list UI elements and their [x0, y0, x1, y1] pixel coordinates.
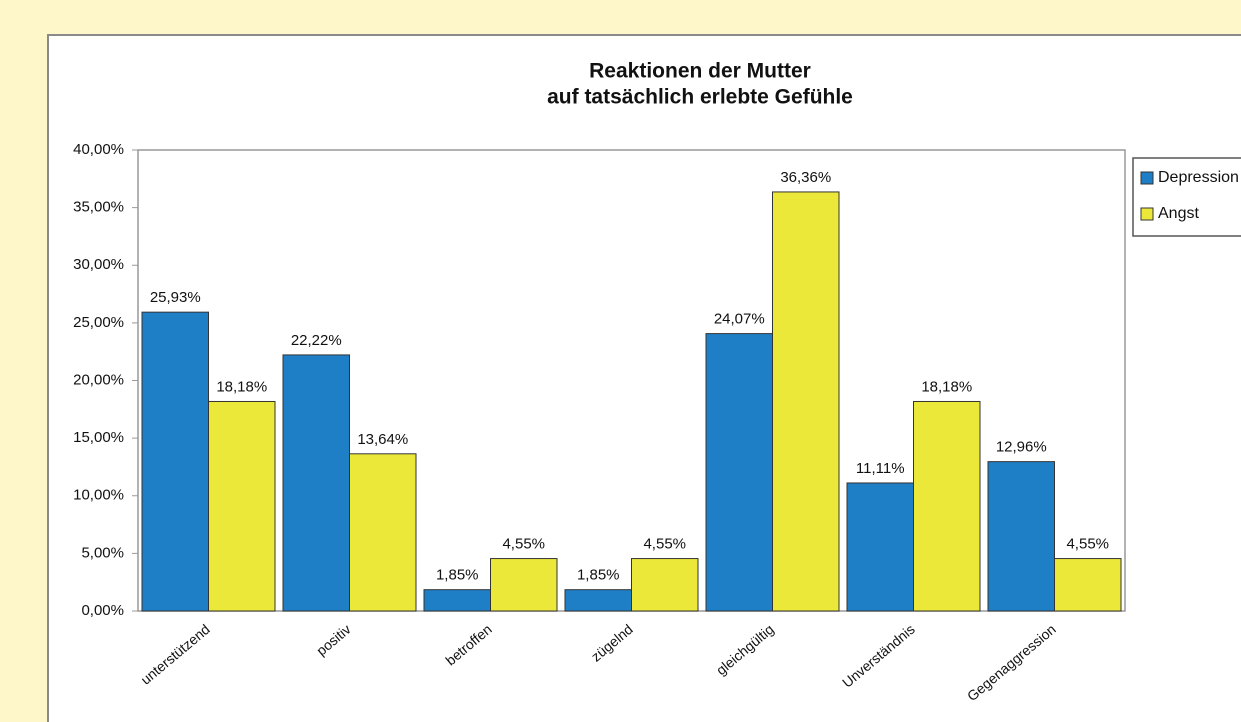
y-tick-label: 15,00% [73, 429, 124, 446]
bar [141, 311, 209, 612]
value-label: 36,36% [780, 169, 831, 186]
legend-label: Depression [1158, 169, 1239, 186]
legend [1132, 157, 1241, 237]
value-label: 13,64% [357, 431, 408, 448]
legend-swatch [1140, 171, 1154, 185]
y-tick-label: 25,00% [73, 314, 124, 331]
value-label: 1,85% [436, 567, 479, 584]
bar [282, 354, 350, 612]
chart-title: Reaktionen der Mutter [589, 60, 811, 83]
value-label: 18,18% [216, 378, 267, 395]
bar [349, 453, 417, 612]
bar [1054, 558, 1122, 612]
bar [772, 191, 840, 612]
legend-label: Angst [1158, 205, 1199, 222]
y-tick-label: 0,00% [81, 602, 124, 619]
value-label: 11,11% [856, 460, 905, 477]
bar [490, 558, 558, 612]
bar [631, 558, 699, 612]
y-tick-label: 10,00% [73, 487, 124, 504]
y-tick-label: 35,00% [73, 199, 124, 216]
bar [208, 400, 276, 612]
y-tick-label: 30,00% [73, 256, 124, 273]
y-tick-label: 40,00% [73, 141, 124, 158]
value-label: 22,22% [291, 332, 342, 349]
value-label: 4,55% [643, 536, 686, 553]
value-label: 25,93% [150, 289, 201, 306]
value-label: 4,55% [1066, 536, 1109, 553]
y-tick-label: 20,00% [73, 371, 124, 388]
value-label: 24,07% [714, 311, 765, 328]
chart-subtitle: auf tatsächlich erlebte Gefühle [547, 86, 853, 109]
y-tick-label: 5,00% [81, 544, 124, 561]
legend-swatch [1140, 207, 1154, 221]
bar [987, 461, 1055, 612]
bar [913, 400, 981, 612]
value-label: 4,55% [502, 536, 545, 553]
bar [564, 589, 632, 612]
bar [423, 589, 491, 612]
value-label: 12,96% [996, 439, 1047, 456]
value-label: 1,85% [577, 567, 620, 584]
bar [846, 482, 914, 612]
value-label: 18,18% [921, 378, 972, 395]
bar [705, 333, 773, 612]
